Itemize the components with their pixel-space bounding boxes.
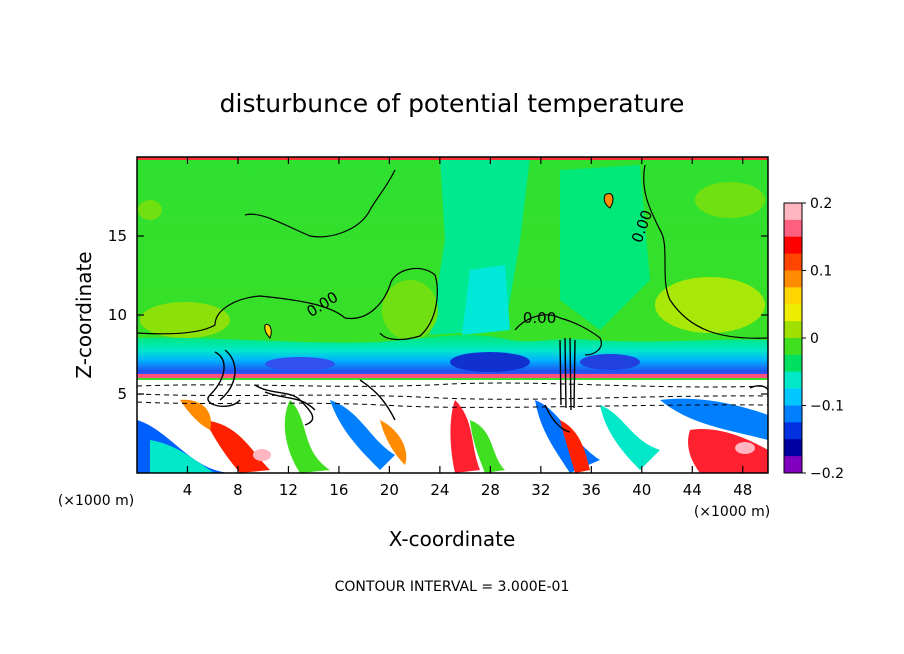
contour-zero-center	[514, 314, 602, 356]
colorbar-tick-label: 0.1	[810, 264, 832, 280]
field-cyan-right	[560, 165, 650, 330]
contour-dense-7	[544, 404, 571, 433]
colorbar-swatch	[784, 270, 802, 288]
field-lower-pink-2	[253, 449, 271, 461]
field-deep-blue-3	[265, 357, 335, 371]
contour-dashed-3	[137, 401, 768, 408]
x-tick-label: 28	[481, 481, 500, 499]
colorbar-swatch	[784, 236, 802, 255]
x-tick-label: 36	[582, 481, 601, 499]
plot-area	[137, 157, 768, 473]
field-lower-cyan-2	[600, 405, 660, 470]
field-top-strip	[137, 157, 768, 160]
field-lower-blue-2	[330, 400, 395, 470]
x-tick-label: 40	[632, 481, 651, 499]
colorbar-swatch	[784, 456, 802, 474]
x-tick-label: 8	[233, 481, 243, 499]
x-axis-unit-right: (×1000 m)	[694, 504, 770, 520]
field-patch-bump	[382, 280, 438, 340]
field-lower-green-1	[284, 400, 330, 473]
field-lower-red-3	[560, 420, 590, 473]
field-lower-blue-4	[660, 398, 768, 440]
contour-dashed-1	[137, 382, 768, 388]
field-lower-pink	[735, 442, 755, 454]
field-lower-orange-1	[180, 399, 211, 430]
contour-mini-2	[264, 323, 272, 339]
field-patch-topright	[695, 182, 765, 218]
contour-lines	[137, 164, 768, 356]
y-tick-label: 15	[108, 227, 127, 245]
contour-dense-6	[559, 337, 576, 411]
contour-dense-1	[207, 351, 241, 408]
colorbar-swatch	[784, 287, 802, 305]
field-patch-right	[655, 277, 765, 333]
contour-dense	[207, 337, 768, 433]
colorbar-swatch	[784, 388, 802, 406]
colorbar-swatch	[784, 405, 802, 423]
colorbar-swatch	[784, 321, 802, 339]
colorbar-swatch	[784, 253, 802, 271]
field-lower-green-2	[470, 420, 505, 473]
field-deep-blue-2	[580, 354, 640, 370]
colorbar-swatch	[784, 422, 802, 440]
colorbar-swatch	[784, 219, 802, 238]
contour-mini-1	[603, 193, 614, 209]
contour-zero-right	[643, 164, 768, 339]
colorbar-swatch	[784, 338, 802, 356]
x-tick-label: 4	[183, 481, 193, 499]
contour-dense-4	[264, 391, 316, 411]
field-patch-topleft	[138, 200, 162, 220]
colorbar-tick-label: −0.2	[810, 466, 844, 482]
field-deep-blue-1	[450, 352, 530, 372]
contour-dense-2	[219, 349, 236, 401]
contour-interval-note: CONTOUR INTERVAL = 3.000E-01	[335, 579, 570, 595]
y-axis: 5 10 15	[108, 227, 768, 403]
y-axis-title: Z-coordinate	[72, 251, 96, 378]
x-tick-label: 16	[329, 481, 348, 499]
colorbar-swatch	[784, 354, 802, 373]
field-cyan-core	[462, 265, 510, 335]
colorbar-swatch	[784, 304, 802, 322]
colorbar-swatch	[784, 371, 802, 390]
field-lower-red-1	[205, 420, 270, 473]
colorbar-tick-label: 0.2	[810, 196, 832, 212]
field-bright-line	[137, 374, 768, 378]
field-lower-orange-2	[380, 420, 407, 465]
field-lower-cyan-1	[150, 440, 215, 473]
field-lower-red-2	[450, 400, 480, 473]
contour-dense-5	[359, 379, 396, 421]
y-tick-label: 5	[117, 385, 127, 403]
x-tick-label: 44	[683, 481, 702, 499]
x-tick-label: 20	[380, 481, 399, 499]
y-tick-label: 10	[108, 306, 127, 324]
chart-title: disturbunce of potential temperature	[220, 89, 685, 118]
contour-label: 0.00	[523, 309, 556, 327]
field-lower-red-4	[688, 429, 768, 473]
contour-dashed	[137, 382, 768, 408]
x-axis-title: X-coordinate	[389, 527, 516, 551]
x-tick-label: 32	[531, 481, 550, 499]
colorbar: 0.2 0.1 0 −0.1 −0.2	[783, 196, 844, 482]
x-tick-label: 48	[733, 481, 752, 499]
x-tick-label: 24	[430, 481, 449, 499]
colorbar-swatch	[784, 203, 802, 221]
contour-zero-top	[244, 169, 396, 238]
colorbar-tick-label: −0.1	[810, 399, 844, 415]
contour-zero-left	[137, 267, 438, 341]
colorbar-swatch	[784, 439, 802, 457]
colorbar-tick-label: 0	[810, 331, 819, 347]
x-axis: 4 8 12 16 20 24 28 32 36 40 44 48	[183, 157, 752, 499]
x-tick-label: 12	[279, 481, 298, 499]
x-axis-unit-left: (×1000 m)	[58, 493, 134, 509]
